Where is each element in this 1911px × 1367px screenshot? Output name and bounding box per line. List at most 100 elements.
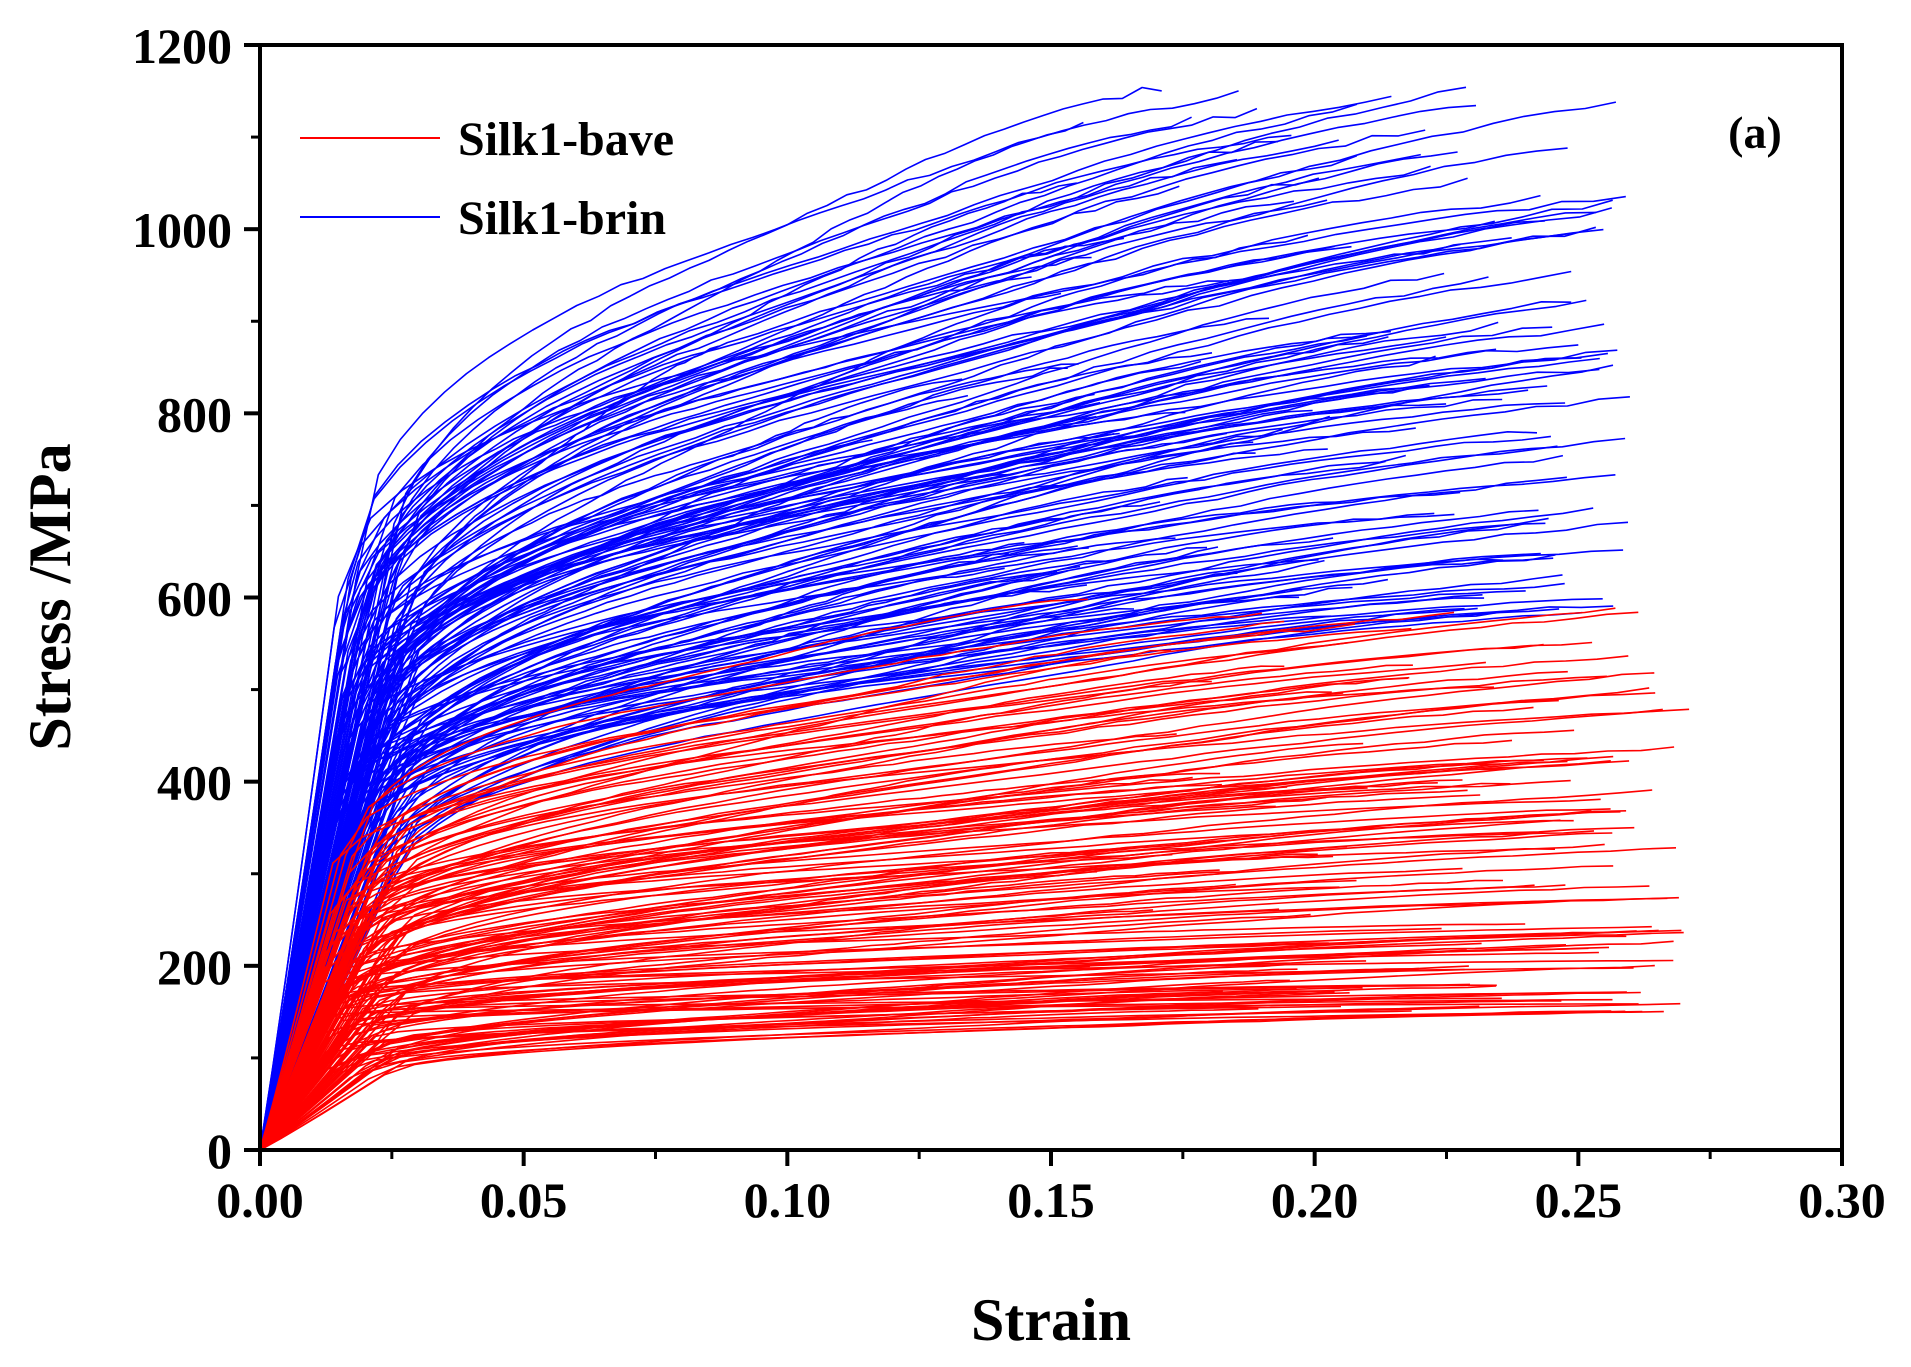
silk1-bave-curve <box>259 929 1682 1151</box>
silk1-brin-curve <box>259 211 1597 1151</box>
silk1-brin-curve <box>259 90 1239 1151</box>
silk1-brin-curve <box>259 360 1202 1151</box>
silk1-bave-curve <box>259 1003 1639 1151</box>
silk1-bave-curve <box>259 759 1544 1151</box>
silk1-bave-curve <box>259 832 1613 1151</box>
silk1-brin-curve <box>259 547 1089 1151</box>
silk1-bave-curve <box>259 967 1634 1151</box>
silk1-brin-curve <box>259 460 1386 1151</box>
silk1-brin-curve <box>259 445 1558 1151</box>
y-tick-label: 1000 <box>132 202 232 258</box>
x-tick-label: 0.15 <box>1007 1172 1095 1228</box>
silk1-brin-curve <box>259 153 1421 1151</box>
x-tick-label: 0.25 <box>1535 1172 1623 1228</box>
y-tick-label: 600 <box>157 571 232 627</box>
silk1-bave-curve <box>259 687 1650 1151</box>
silk1-brin-curve <box>259 431 1538 1151</box>
silk1-brin-curve <box>259 134 1292 1151</box>
silk1-brin-curve <box>259 476 1567 1151</box>
silk1-brin-curve <box>259 437 1626 1151</box>
silk1-brin-curve <box>259 237 1125 1151</box>
silk1-brin-curve <box>259 364 1614 1151</box>
silk1-bave-curve <box>259 776 1193 1151</box>
silk1-bave-curve <box>259 620 1285 1151</box>
silk1-brin-curve <box>259 441 1254 1151</box>
silk1-bave-curve <box>259 794 1481 1151</box>
silk1-bave-curve <box>259 692 1656 1151</box>
x-tick-label: 0.20 <box>1271 1172 1359 1228</box>
legend-label-silk1-brin: Silk1-brin <box>458 192 666 245</box>
silk1-bave-curve <box>259 811 1621 1151</box>
silk1-brin-curve <box>259 103 1358 1151</box>
silk1-brin-curve <box>259 615 1332 1151</box>
silk1-bave-curve <box>259 998 1613 1151</box>
silk1-brin-curve <box>259 336 1389 1151</box>
y-tick-label: 200 <box>157 939 232 995</box>
series-silk1-brin-curves <box>259 86 1630 1151</box>
silk1-brin-curve <box>259 104 1477 1151</box>
axis-ticks <box>244 43 1844 1166</box>
silk1-bave-curve <box>259 865 1614 1151</box>
silk1-brin-curve <box>259 182 1077 1151</box>
silk1-brin-curve <box>259 139 1339 1151</box>
x-tick-label: 0.05 <box>480 1172 568 1228</box>
silk1-brin-curve <box>259 546 1208 1151</box>
silk1-bave-curve <box>259 951 1599 1151</box>
silk1-bave-curve <box>259 1005 1480 1151</box>
silk1-brin-curve <box>259 517 1065 1151</box>
silk1-bave-curve <box>259 612 1263 1151</box>
silk1-bave-curve <box>259 661 1486 1151</box>
silk1-brin-curve <box>259 473 1009 1151</box>
silk1-brin-curve <box>259 435 1551 1151</box>
silk1-brin-curve <box>259 86 1467 1151</box>
silk1-bave-curve <box>259 869 1220 1151</box>
silk1-brin-curve <box>259 292 1062 1151</box>
silk1-bave-curve <box>259 641 1593 1151</box>
silk1-bave-curve <box>259 997 1502 1151</box>
silk1-bave-curve <box>259 708 1690 1151</box>
silk1-bave-curve <box>259 708 1663 1151</box>
silk1-brin-curve <box>259 545 1078 1151</box>
axis-tick-labels: 0.00 0.05 0.10 0.15 0.20 0.25 0.30 0 200 400 600 80… <box>132 18 1886 1228</box>
panel-label: (a) <box>1728 107 1782 158</box>
silk1-bave-curve <box>259 739 1513 1151</box>
silk1-brin-curve <box>259 352 1609 1151</box>
silk1-brin-curve <box>259 349 1618 1151</box>
silk1-bave-curve <box>259 925 1652 1151</box>
silk1-bave-curve <box>259 947 1589 1151</box>
silk1-bave-curve <box>259 826 1635 1151</box>
silk1-brin-curve <box>259 559 1325 1151</box>
silk1-brin-curve <box>259 501 1161 1151</box>
silk1-brin-curve <box>259 317 1270 1151</box>
silk1-brin-curve <box>259 512 1435 1151</box>
silk1-brin-curve <box>259 155 1358 1151</box>
silk1-brin-curve <box>259 355 1436 1151</box>
y-tick-label: 0 <box>207 1123 232 1179</box>
silk1-brin-curve <box>259 151 1458 1151</box>
silk1-brin-curve <box>259 330 1391 1151</box>
silk1-bave-curve <box>259 968 1298 1151</box>
silk1-bave-curve <box>259 983 1471 1151</box>
silk1-bave-curve <box>259 746 1675 1151</box>
silk1-brin-curve <box>259 384 1430 1151</box>
legend: Silk1-bave Silk1-brin <box>300 113 674 245</box>
silk1-bave-curve <box>259 611 1639 1151</box>
silk1-bave-curve <box>259 692 1344 1151</box>
silk1-brin-curve <box>259 220 1495 1151</box>
silk1-brin-curve <box>259 366 1322 1151</box>
silk1-brin-curve <box>259 611 1583 1151</box>
silk1-bave-curve <box>259 779 1571 1151</box>
y-tick-label: 1200 <box>132 18 232 74</box>
silk1-brin-curve <box>259 277 1252 1151</box>
silk1-brin-curve <box>259 403 1447 1151</box>
silk1-bave-curve <box>259 757 1588 1151</box>
x-tick-label: 0.10 <box>744 1172 832 1228</box>
silk1-bave-curve <box>259 923 1526 1151</box>
silk1-brin-curve <box>259 605 1614 1151</box>
silk1-brin-curve <box>259 158 1238 1151</box>
silk1-brin-curve <box>259 396 1630 1151</box>
silk1-brin-curve <box>259 147 1568 1151</box>
silk1-brin-curve <box>259 226 1597 1151</box>
silk1-brin-curve <box>259 432 1228 1151</box>
